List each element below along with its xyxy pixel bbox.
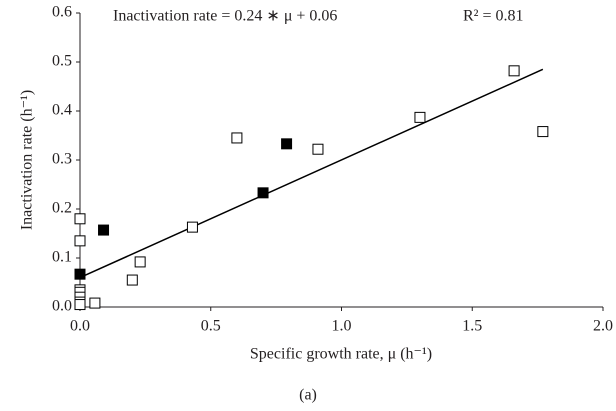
y-tick-label: 0.5 [52,53,72,70]
y-tick-label: 0.0 [52,298,72,315]
point [74,268,86,280]
y-tick-label: 0.6 [52,4,72,21]
x-tick-label: 1.5 [462,318,482,335]
point [134,256,146,268]
trendline [79,68,544,279]
point [89,297,101,309]
point [537,126,549,138]
y-tick-label: 0.2 [52,200,72,217]
x-tick-label: 0.0 [70,318,90,335]
point [231,132,243,144]
point [186,221,198,233]
caption: (a) [299,387,317,404]
y-tick-label: 0.3 [52,151,72,168]
r-squared: R² = 0.81 [463,8,524,25]
point [74,299,86,311]
point [281,138,293,150]
y-axis-label: Inactivation rate (h⁻¹) [19,90,36,230]
x-tick-label: 1.0 [332,318,352,335]
equation: Inactivation rate = 0.24 ∗ μ + 0.06 [113,8,337,25]
y-tick-label: 0.4 [52,102,72,119]
point [126,274,138,286]
x-tick-label: 2.0 [593,318,613,335]
point [74,235,86,247]
point [312,143,324,155]
point [74,213,86,225]
point [257,187,269,199]
point [414,111,426,123]
y-tick-label: 0.1 [52,249,72,266]
point [98,224,110,236]
x-tick-label: 0.5 [201,318,221,335]
x-axis-label: Specific growth rate, μ (h⁻¹) [250,346,432,363]
point [508,65,520,77]
